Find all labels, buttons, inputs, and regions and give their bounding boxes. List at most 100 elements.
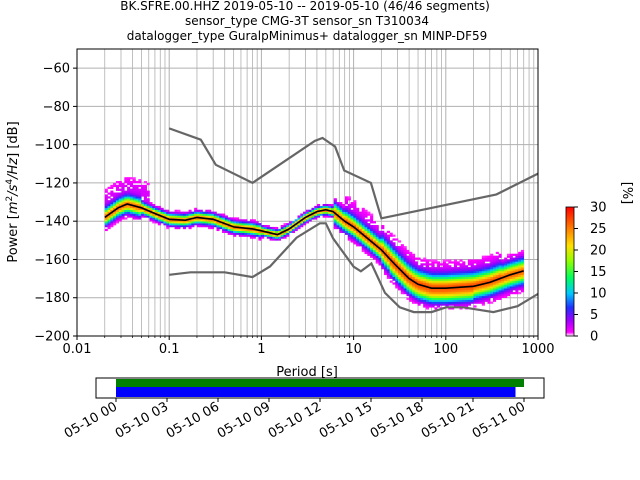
heatmap-cell <box>420 263 424 266</box>
heatmap-cell <box>347 236 351 239</box>
heatmap-cell <box>333 213 337 216</box>
heatmap-cell <box>375 251 379 255</box>
heatmap-cell <box>121 190 125 193</box>
heatmap-cell <box>370 255 374 258</box>
heatmap-cell <box>509 255 513 258</box>
heatmap-cell <box>400 251 404 255</box>
heatmap-cell <box>445 280 449 283</box>
heatmap-cell <box>467 299 471 302</box>
heatmap-cell <box>487 267 491 270</box>
heatmap-cell <box>428 293 432 297</box>
heatmap-cell <box>456 290 460 293</box>
heatmap-cell <box>350 215 354 218</box>
heatmap-cell <box>386 246 390 249</box>
heatmap-cell <box>384 236 388 239</box>
heatmap-cell <box>210 219 214 222</box>
heatmap-cell <box>392 282 396 285</box>
heatmap-cell <box>420 259 424 262</box>
heatmap-cell <box>417 301 421 304</box>
heatmap-cell <box>439 272 444 276</box>
heatmap-cell <box>506 255 511 258</box>
heatmap-cell <box>381 267 385 270</box>
heatmap-cell <box>364 223 368 226</box>
heatmap-cell <box>459 307 463 310</box>
heatmap-cell <box>314 207 318 211</box>
heatmap-cell <box>146 182 150 186</box>
heatmap-cell <box>297 219 301 222</box>
heatmap-cell <box>417 286 421 289</box>
heatmap-cell <box>462 288 466 291</box>
heatmap-cell <box>261 228 265 232</box>
heatmap-cell <box>384 240 388 243</box>
heatmap-cell <box>155 221 159 224</box>
heatmap-cell <box>512 286 516 289</box>
heatmap-cell <box>241 219 245 222</box>
heatmap-cell <box>344 213 349 216</box>
heatmap-cell <box>445 301 449 304</box>
heatmap-cell <box>188 209 192 212</box>
heatmap-cell <box>280 226 284 230</box>
heatmap-cell <box>247 234 251 237</box>
heatmap-cell <box>506 272 511 276</box>
heatmap-cell <box>325 215 329 218</box>
heatmap-cell <box>492 280 497 283</box>
heatmap-cell <box>249 236 254 239</box>
heatmap-cell <box>476 295 480 299</box>
heatmap-cell <box>518 276 522 279</box>
heatmap-cell <box>467 301 471 304</box>
heatmap-cell <box>358 242 363 245</box>
heatmap-cell <box>152 207 156 211</box>
heatmap-cell <box>431 297 435 300</box>
heatmap-cell <box>367 244 371 247</box>
heatmap-cell <box>425 303 430 306</box>
heatmap-cell <box>389 261 393 264</box>
heatmap-cell <box>180 225 184 228</box>
heatmap-cell <box>484 291 488 295</box>
heatmap-cell <box>445 297 449 300</box>
heatmap-cell <box>135 181 139 184</box>
heatmap-cell <box>518 265 522 268</box>
heatmap-cell <box>406 291 410 295</box>
heatmap-cell <box>487 255 491 258</box>
heatmap-cell <box>149 219 153 222</box>
heatmap-cell <box>492 265 497 268</box>
heatmap-cell <box>146 203 150 207</box>
heatmap-cell <box>241 228 245 232</box>
heatmap-cell <box>473 276 477 279</box>
heatmap-cell <box>127 192 131 195</box>
heatmap-cell <box>149 213 153 216</box>
heatmap-cell <box>389 251 393 255</box>
heatmap-cell <box>378 246 382 249</box>
heatmap-cell <box>498 278 502 281</box>
heatmap-cell <box>451 280 455 283</box>
colorbar-tick-label: 0 <box>590 330 598 345</box>
heatmap-cell <box>135 203 139 207</box>
heatmap-cell <box>129 182 133 186</box>
heatmap-cell <box>462 290 466 293</box>
heatmap-cell <box>462 299 466 302</box>
heatmap-cell <box>431 267 435 270</box>
heatmap-cell <box>370 226 374 230</box>
heatmap-cell <box>370 230 374 233</box>
heatmap-cell <box>224 221 228 224</box>
heatmap-cell <box>252 236 256 239</box>
heatmap-cell <box>199 225 203 228</box>
heatmap-cell <box>188 213 192 216</box>
heatmap-cell <box>420 301 424 304</box>
heatmap-cell <box>127 207 131 211</box>
heatmap-cell <box>498 282 502 285</box>
heatmap-cell <box>294 228 298 232</box>
heatmap-cell <box>300 223 304 226</box>
heatmap-cell <box>138 215 142 218</box>
heatmap-cell <box>425 295 430 299</box>
heatmap-cell <box>124 184 128 188</box>
heatmap-cell <box>465 274 469 277</box>
heatmap-cell <box>411 259 416 262</box>
heatmap-cell <box>110 225 114 228</box>
heatmap-cell <box>132 188 136 191</box>
heatmap-cell <box>384 263 388 266</box>
heatmap-cell <box>437 280 441 283</box>
heatmap-cell <box>506 280 511 283</box>
heatmap-cell <box>230 232 234 235</box>
